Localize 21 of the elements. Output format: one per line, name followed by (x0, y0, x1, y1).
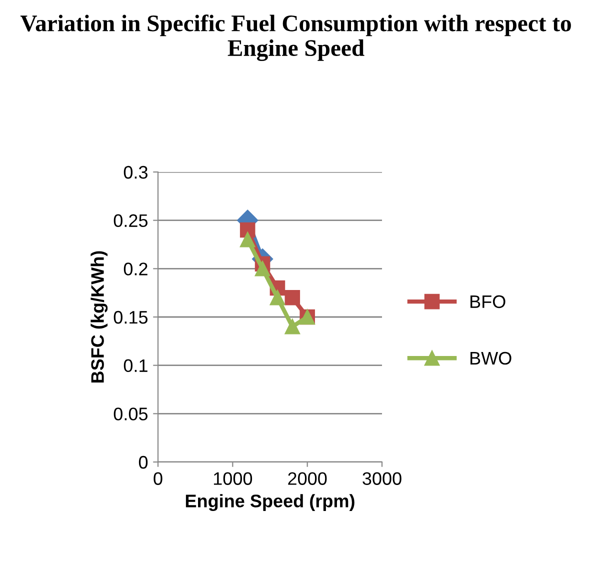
y-tick-label: 0.25 (114, 214, 148, 228)
y-tick-label: 0.05 (114, 408, 148, 420)
y-axis-title: BSFC (kg/KWh) (90, 251, 108, 382)
legend-label: BWO (470, 352, 512, 365)
point (270, 290, 286, 306)
x-tick-label: 1000 (214, 472, 252, 485)
y-tick-label: 0 (138, 456, 148, 469)
x-tick-label: 2000 (288, 472, 327, 485)
legend-label: BFO (470, 295, 506, 308)
x-axis-title: Engine Speed (rpm) (186, 494, 354, 512)
point (254, 261, 270, 276)
point (284, 319, 300, 334)
x-tick-label: 0 (154, 472, 162, 485)
y-tick-label: 0.15 (114, 310, 148, 324)
point (284, 290, 300, 306)
y-tick-label: 0.3 (124, 166, 148, 179)
y-tick-label: 0.1 (124, 359, 148, 372)
chart-title: Variation in Specific Fuel Consumption with respect to Engine Speed (20, 14, 571, 62)
x-tick-label: 3000 (362, 472, 402, 485)
point (240, 232, 256, 248)
y-tick-label: 0.2 (124, 262, 148, 276)
